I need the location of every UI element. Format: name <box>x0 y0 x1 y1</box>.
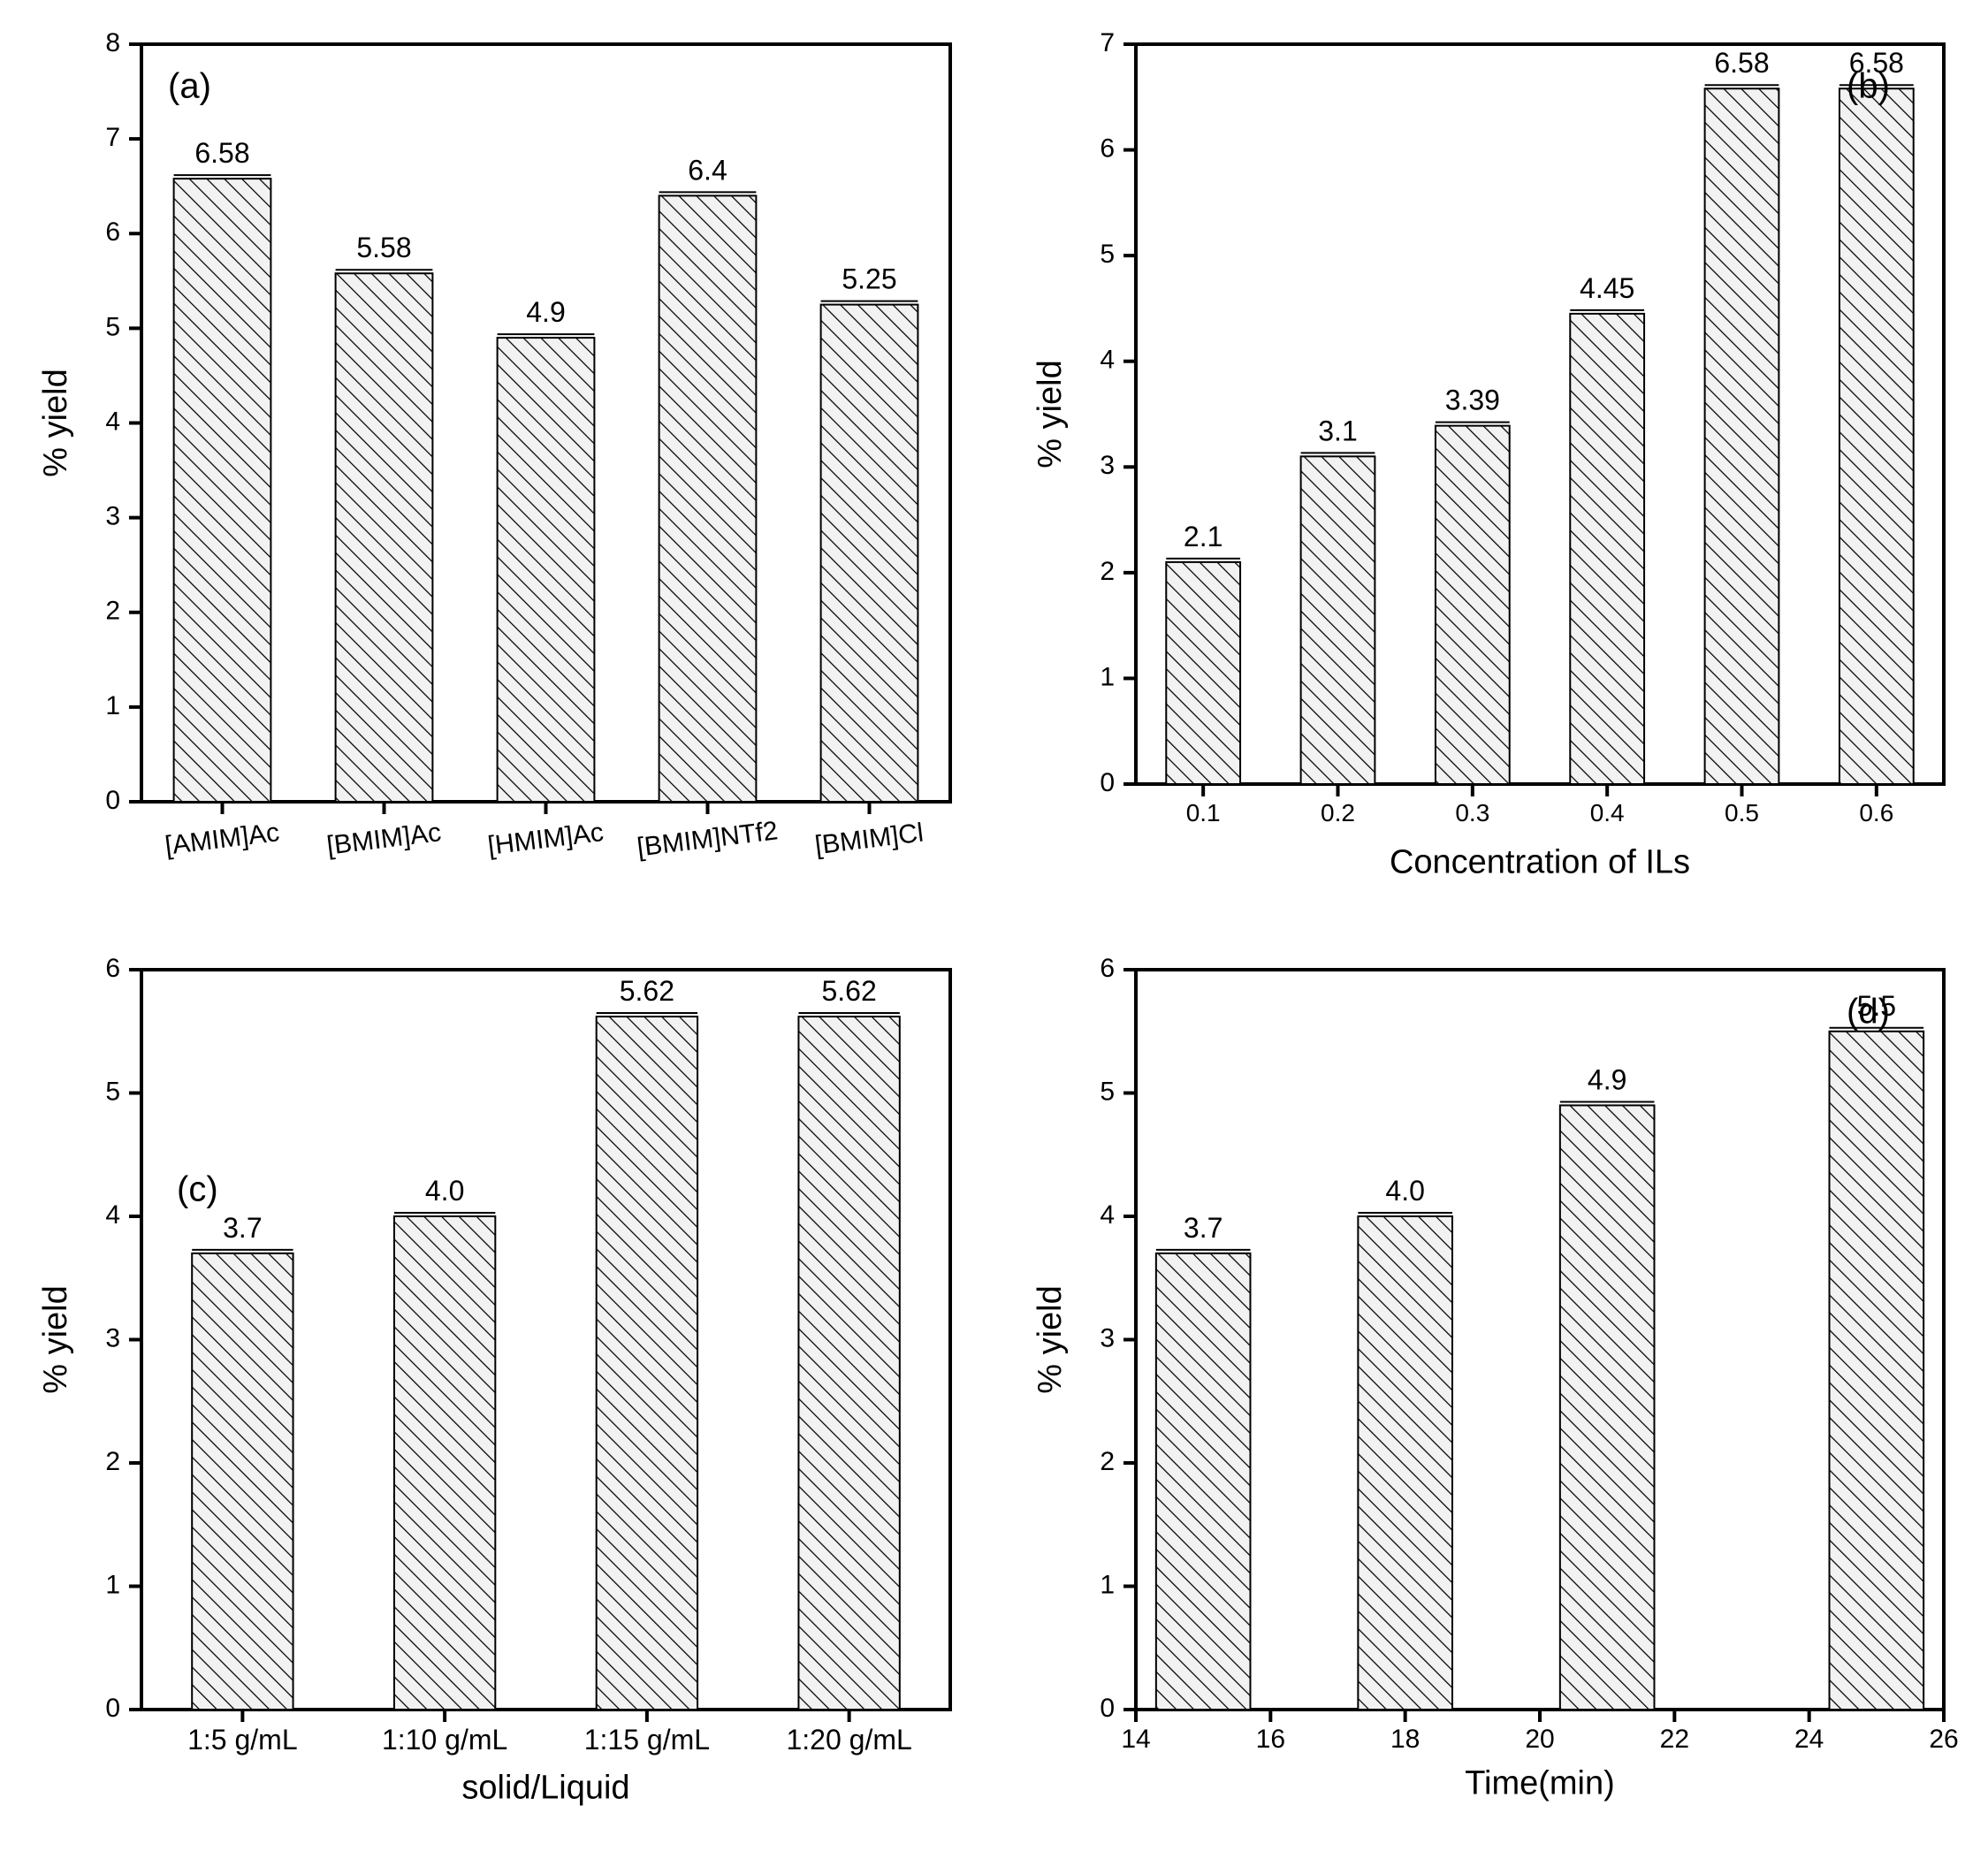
bar-value-label: 6.58 <box>1714 47 1769 79</box>
xtick-label: 1:5 g/mL <box>187 1724 298 1756</box>
x-axis-label: solid/Liquid <box>461 1769 629 1806</box>
panel-c: 0 1 2 3 4 5 6 3.7 1:5 g/mL 4.0 1:10 g/mL 5.62 1:15 g… <box>18 943 977 1833</box>
ytick-label: 8 <box>105 28 120 57</box>
xtick-label: 22 <box>1660 1725 1689 1754</box>
ytick-label: 6 <box>105 954 120 983</box>
y-axis-label: % yield <box>37 1285 74 1394</box>
ytick-label: 0 <box>1100 1694 1115 1723</box>
ytick-label: 7 <box>105 123 120 152</box>
ytick-label: 3 <box>1100 451 1115 480</box>
ytick-label: 1 <box>1100 1570 1115 1599</box>
bar-value-label: 4.9 <box>1588 1063 1626 1095</box>
ytick-label: 1 <box>1100 662 1115 691</box>
chart-c: 0 1 2 3 4 5 6 3.7 1:5 g/mL 4.0 1:10 g/mL 5.62 1:15 g… <box>18 943 977 1833</box>
ytick-label: 6 <box>1100 954 1115 983</box>
xtick-label: 18 <box>1390 1725 1420 1754</box>
xtick-label: 16 <box>1256 1725 1285 1754</box>
bar-value-label: 5.25 <box>842 263 896 295</box>
ytick-label: 2 <box>105 1447 120 1476</box>
panel-d: 0123456141618202224263.74.04.95.5Time(mi… <box>1012 943 1970 1833</box>
x-axis-label: Time(min) <box>1465 1764 1615 1801</box>
xtick-label: 26 <box>1929 1725 1958 1754</box>
ytick-label: 2 <box>1100 1447 1115 1476</box>
xtick-label: 0.5 <box>1725 799 1759 826</box>
x-axis-label: Concentration of ILs <box>1390 843 1690 880</box>
ytick-label: 4 <box>105 1200 120 1230</box>
y-axis-label: % yield <box>37 369 74 477</box>
bar-value-label: 6.58 <box>194 137 249 169</box>
xtick-label: [AMIM]Ac <box>164 818 281 861</box>
xtick-label: [BMIM]Cl <box>813 819 925 861</box>
xtick-label: 0.4 <box>1590 799 1625 826</box>
y-axis-label: % yield <box>1032 1285 1069 1394</box>
ytick-label: 0 <box>105 786 120 815</box>
bar-value-label: 5.62 <box>620 975 674 1007</box>
xtick-label: 0.3 <box>1455 799 1489 826</box>
bar-value-label: 5.62 <box>821 975 876 1007</box>
ytick-label: 3 <box>105 1323 120 1352</box>
chart-a: 0 1 2 3 4 5 6 7 8 6.58 [AMIM]Ac 5.58 [BMIM]Ac 4.9 [HMI… <box>18 18 977 908</box>
bar-value-label: 4.0 <box>425 1175 464 1207</box>
ytick-label: 4 <box>1100 1200 1115 1230</box>
bar-value-label: 4.0 <box>1385 1175 1424 1207</box>
ytick-label: 3 <box>1100 1323 1115 1352</box>
bar-value-label: 6.4 <box>688 154 727 186</box>
bar-value-label: 2.1 <box>1184 521 1223 552</box>
ytick-label: 2 <box>1100 557 1115 586</box>
chart-grid: 0 1 2 3 4 5 6 7 8 6.58 [AMIM]Ac 5.58 [BMIM]Ac 4.9 [HMI… <box>0 0 1988 1851</box>
y-axis-label: % yield <box>1032 360 1069 468</box>
ytick-label: 6 <box>1100 133 1115 163</box>
ytick-label: 4 <box>1100 346 1115 375</box>
bar-value-label: 3.1 <box>1318 415 1357 446</box>
ytick-label: 6 <box>105 217 120 247</box>
xtick-label: 1:20 g/mL <box>786 1724 911 1756</box>
xtick-label: 24 <box>1794 1725 1824 1754</box>
bar-value-label: 4.45 <box>1580 272 1634 304</box>
xtick-label: 0.6 <box>1859 799 1893 826</box>
xtick-label: [BMIM]NTf2 <box>636 816 780 862</box>
xtick-label: [HMIM]Ac <box>486 818 606 861</box>
xtick-label: 1:10 g/mL <box>382 1724 507 1756</box>
xtick-label: [BMIM]Ac <box>325 818 443 861</box>
panel-label: (d) <box>1847 993 1890 1032</box>
bar-value-label: 3.39 <box>1445 385 1500 416</box>
ytick-label: 5 <box>1100 240 1115 269</box>
ytick-label: 2 <box>105 597 120 626</box>
ytick-label: 7 <box>1100 28 1115 57</box>
ytick-label: 1 <box>105 1570 120 1599</box>
ytick-label: 4 <box>105 407 120 436</box>
bar-value-label: 4.9 <box>526 296 565 328</box>
panel-label: (b) <box>1847 67 1890 106</box>
xtick-label: 20 <box>1525 1725 1554 1754</box>
ytick-label: 3 <box>105 502 120 531</box>
panel-b: 0 1 2 3 4 5 6 7 2.1 0.1 3.1 0.2 3.39 0.3 4.45 0.4 6.58 0.… <box>1012 18 1970 908</box>
ytick-label: 5 <box>105 312 120 341</box>
ytick-label: 5 <box>1100 1077 1115 1106</box>
panel-a: 0 1 2 3 4 5 6 7 8 6.58 [AMIM]Ac 5.58 [BMIM]Ac 4.9 [HMI… <box>18 18 977 908</box>
ytick-label: 0 <box>1100 768 1115 797</box>
xtick-label: 14 <box>1121 1725 1150 1754</box>
xtick-label: 1:15 g/mL <box>584 1724 710 1756</box>
xtick-label: 0.1 <box>1186 799 1221 826</box>
chart-b: 0 1 2 3 4 5 6 7 2.1 0.1 3.1 0.2 3.39 0.3 4.45 0.4 6.58 0.… <box>1012 18 1970 908</box>
bar-value-label: 3.7 <box>223 1212 262 1244</box>
xtick-label: 0.2 <box>1321 799 1355 826</box>
panel-label: (c) <box>177 1170 218 1209</box>
ytick-label: 5 <box>105 1077 120 1106</box>
bar-value-label: 5.58 <box>356 232 411 263</box>
ytick-label: 0 <box>105 1694 120 1723</box>
ytick-label: 1 <box>105 691 120 720</box>
panel-label: (a) <box>168 67 211 106</box>
bar-value-label: 3.7 <box>1184 1212 1223 1244</box>
chart-d: 0123456141618202224263.74.04.95.5Time(mi… <box>1012 943 1970 1833</box>
